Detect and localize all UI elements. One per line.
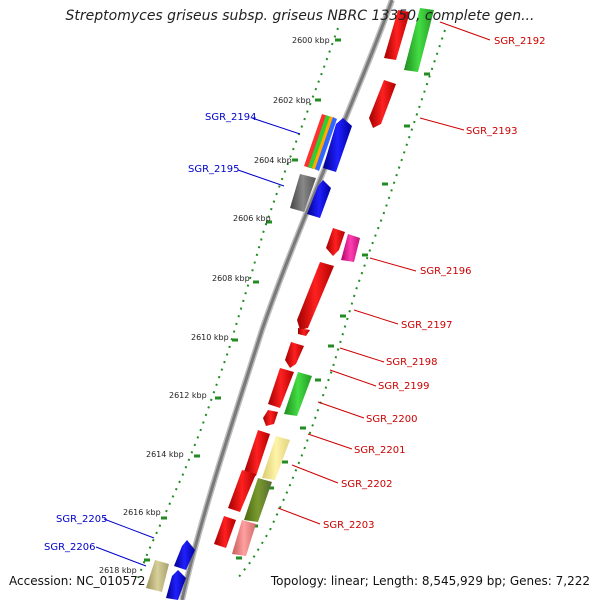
kbp-label: 2604 kbp	[254, 156, 292, 165]
gene-arrow[interactable]	[284, 372, 312, 416]
gene-arrow[interactable]	[312, 116, 334, 170]
gene-arrow[interactable]	[166, 570, 186, 600]
gene-label-sgr-2193[interactable]: SGR_2193	[466, 126, 518, 137]
gene-label-sgr-2198[interactable]: SGR_2198	[386, 357, 438, 368]
gene-label-sgr-2197[interactable]: SGR_2197	[401, 320, 453, 331]
gene-arrow[interactable]	[308, 115, 331, 169]
gene-label-sgr-2206[interactable]: SGR_2206	[44, 542, 96, 553]
gene-arrow[interactable]	[323, 118, 352, 172]
page-title: Streptomyces griseus subsp. griseus NBRC…	[65, 8, 535, 24]
gene-arrow[interactable]	[244, 478, 272, 522]
gene-arrow[interactable]	[262, 436, 290, 480]
gene-label-sgr-2199[interactable]: SGR_2199	[378, 381, 430, 392]
genome-axis-core	[180, 0, 394, 600]
gene-arrow[interactable]	[244, 430, 270, 476]
kbp-label: 2608 kbp	[212, 274, 250, 283]
gene-arrow[interactable]	[307, 180, 331, 218]
gene-label-sgr-2203[interactable]: SGR_2203	[323, 520, 375, 531]
kbp-label: 2618 kbp	[99, 566, 137, 575]
gene-arrow[interactable]	[214, 516, 236, 548]
gene-label-sgr-2194[interactable]: SGR_2194	[205, 112, 257, 123]
gene-arrow[interactable]	[404, 8, 434, 72]
kbp-label: 2612 kbp	[169, 391, 207, 400]
right-tick-marks	[236, 72, 430, 560]
gene-label-sgr-2201[interactable]: SGR_2201	[354, 445, 406, 456]
gene-arrow[interactable]	[268, 368, 294, 408]
gene-label-sgr-2202[interactable]: SGR_2202	[341, 479, 393, 490]
gene-arrow[interactable]	[174, 540, 195, 570]
gene-label-sgr-2205[interactable]: SGR_2205	[56, 514, 108, 525]
callout-lines-forward	[277, 21, 491, 525]
gene-label-sgr-2196[interactable]: SGR_2196	[420, 266, 472, 277]
gene-arrow[interactable]	[341, 234, 360, 262]
gene-arrow[interactable]	[384, 10, 410, 60]
kbp-label: 2610 kbp	[191, 333, 229, 342]
kbp-tick-marks	[144, 38, 341, 562]
gene-arrow[interactable]	[298, 328, 310, 336]
gene-arrow[interactable]	[263, 410, 278, 426]
gene-arrow[interactable]	[146, 560, 169, 592]
callout-lines-reverse	[95, 117, 301, 567]
gene-arrow[interactable]	[228, 470, 256, 512]
gene-arrow[interactable]	[369, 80, 396, 128]
gene-label-sgr-2200[interactable]: SGR_2200	[366, 414, 418, 425]
kbp-label: 2614 kbp	[146, 450, 184, 459]
gene-arrow[interactable]	[315, 117, 337, 171]
kbp-label: 2600 kbp	[292, 36, 330, 45]
kbp-label: 2602 kbp	[273, 96, 311, 105]
gene-arrow[interactable]	[297, 262, 334, 330]
topology-text: Topology: linear; Length: 8,545,929 bp; …	[270, 574, 590, 588]
genome-axis	[179, 0, 395, 600]
gene-label-sgr-2192[interactable]: SGR_2192	[494, 36, 546, 47]
gene-arrow[interactable]	[232, 520, 256, 556]
kbp-label: 2616 kbp	[123, 508, 161, 517]
gene-arrow[interactable]	[326, 228, 345, 256]
accession-text: Accession: NC_010572	[9, 574, 146, 588]
gene-arrow[interactable]	[290, 174, 316, 212]
gene-label-sgr-2195[interactable]: SGR_2195	[188, 164, 240, 175]
gene-arrow[interactable]	[285, 342, 304, 368]
kbp-label: 2606 kbp	[233, 214, 271, 223]
